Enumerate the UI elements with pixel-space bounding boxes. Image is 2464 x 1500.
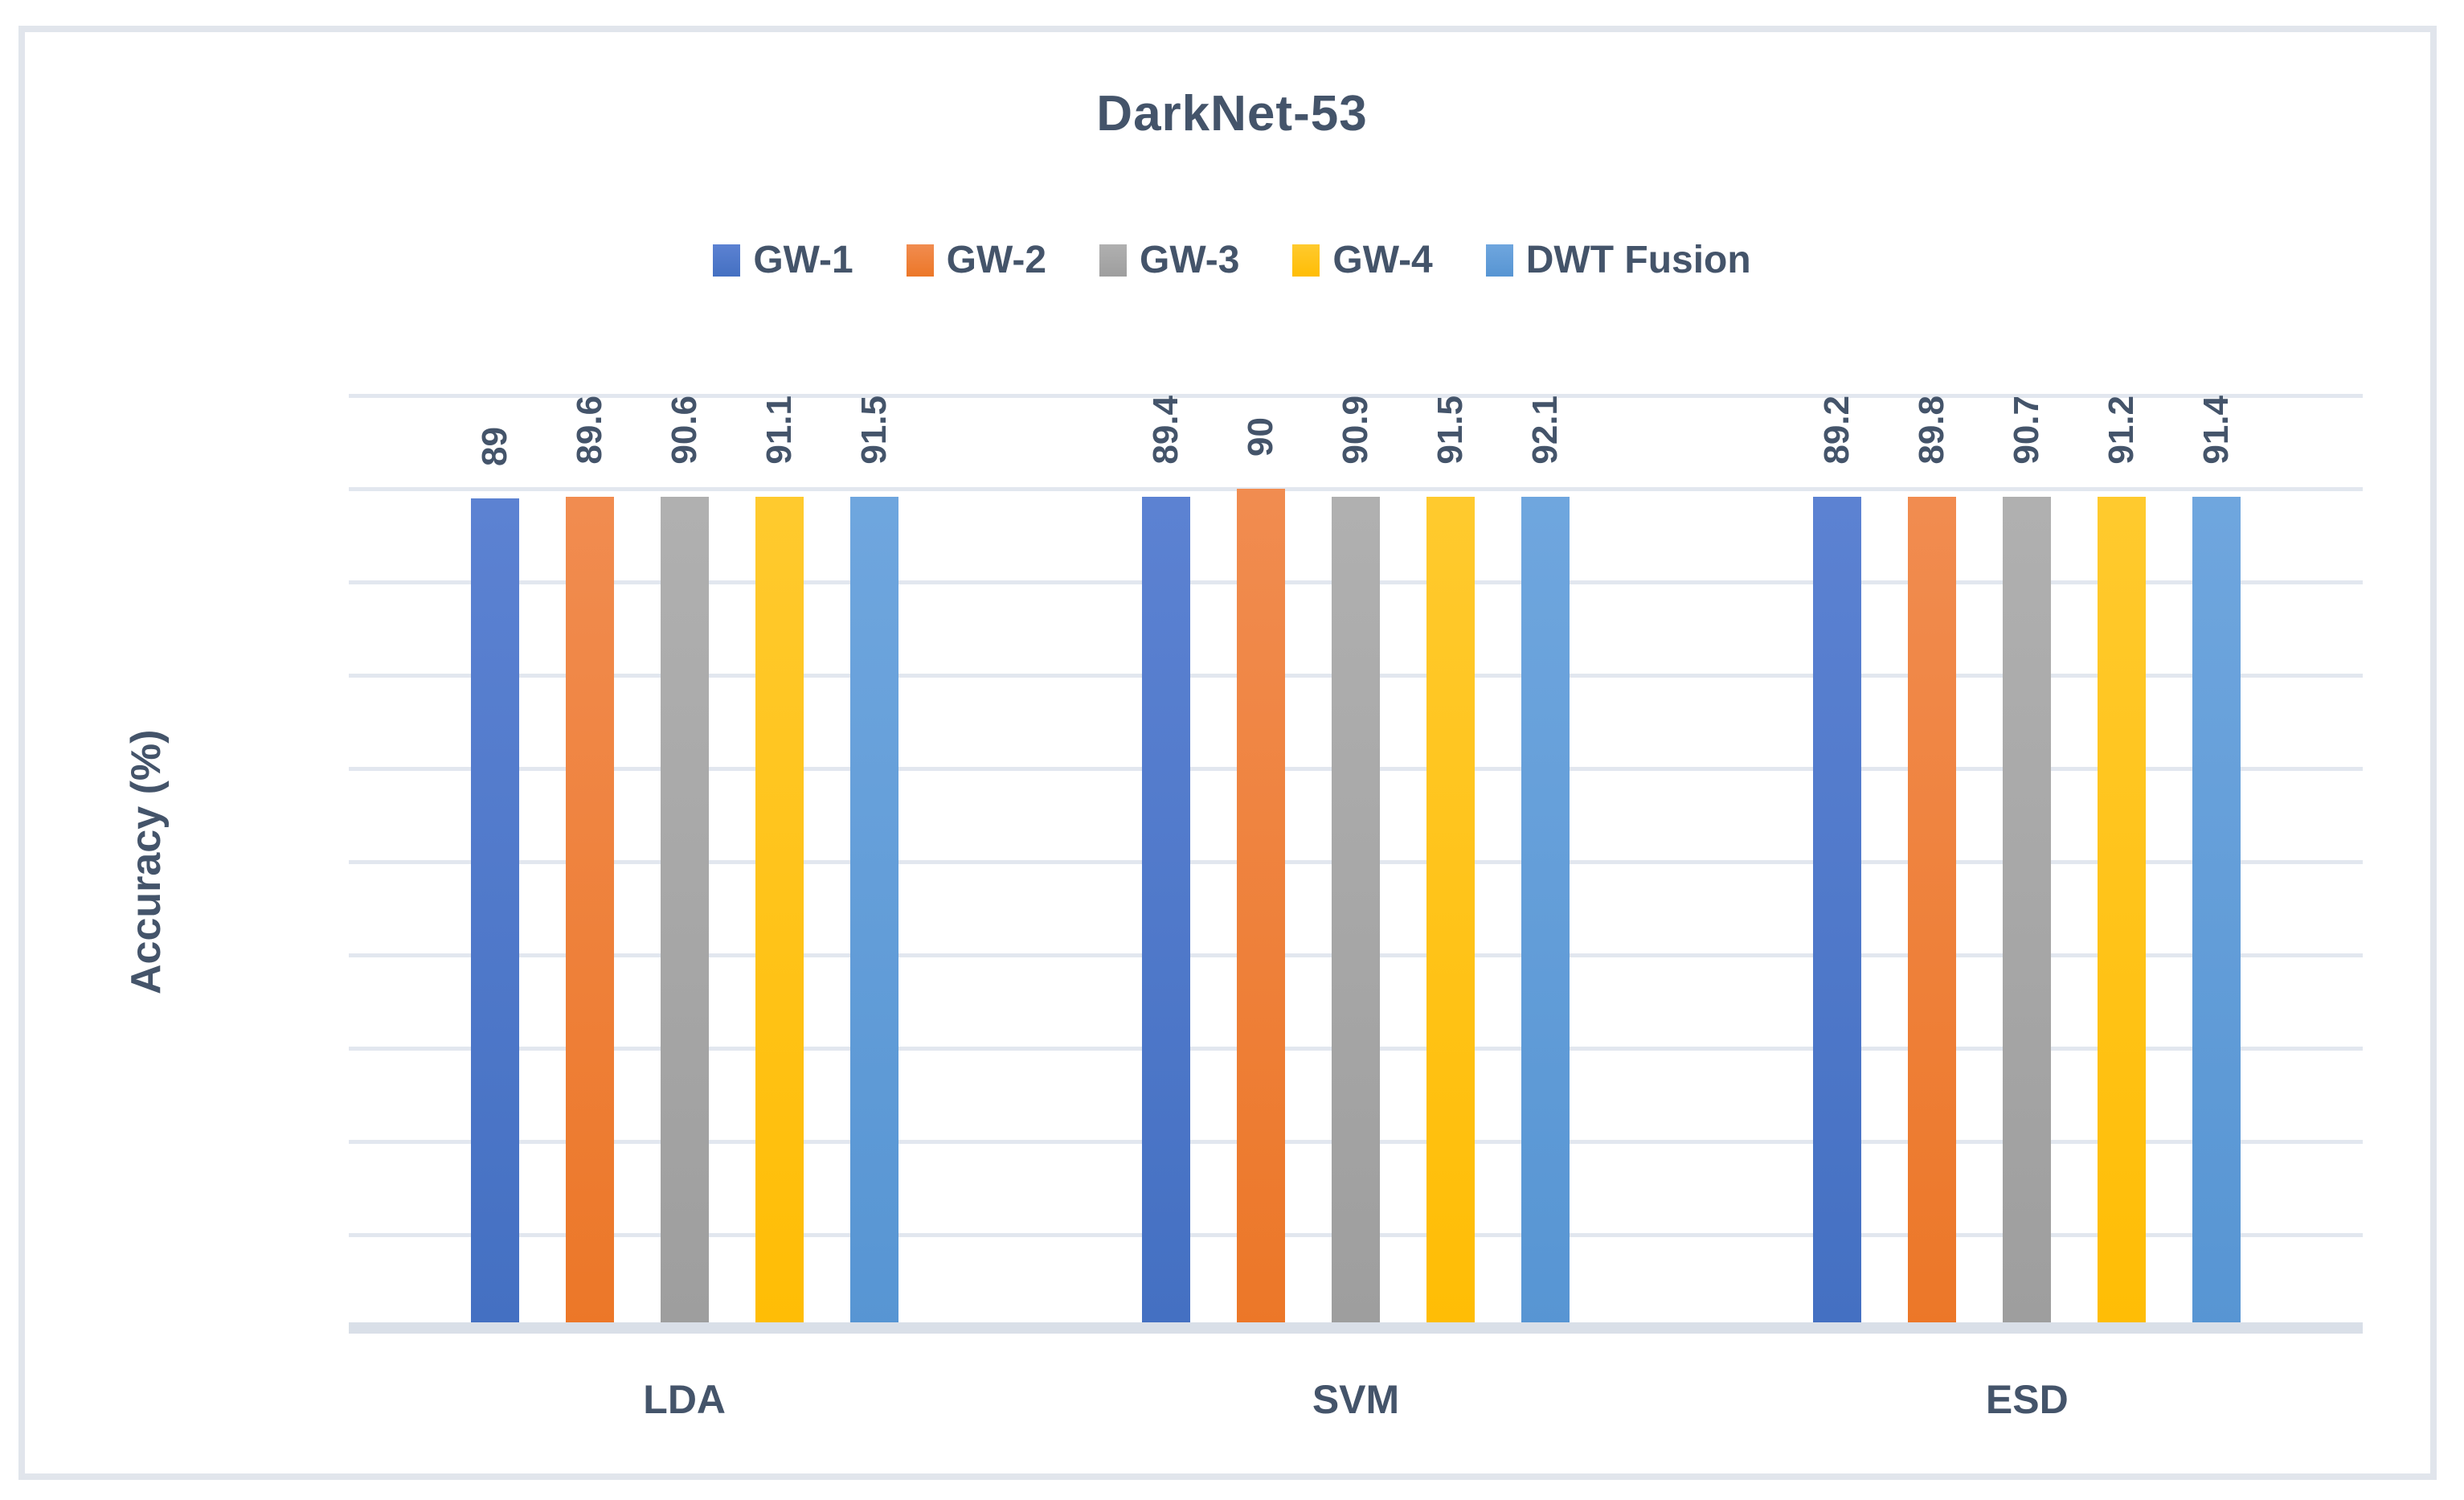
gridline <box>349 394 2363 398</box>
bar-value-label: 90.6 <box>664 395 704 465</box>
bar-cell: 91.1 <box>755 395 804 1328</box>
bar-gw-4 <box>755 496 804 1328</box>
bar-gw-4 <box>1426 496 1475 1328</box>
bar-group-svm: 89.4 90 90.9 91.5 92.1 <box>1020 395 1691 1328</box>
bar-dwt-fusion <box>1521 496 1570 1328</box>
bar-value-label: 89.4 <box>1145 395 1185 465</box>
bar-value-label: 89.6 <box>569 395 609 465</box>
bar-value-label: 92.1 <box>1525 395 1565 465</box>
bar-gw-4 <box>2098 496 2147 1328</box>
legend-label: GW-3 <box>1140 239 1240 281</box>
bar-cell: 92.1 <box>1521 395 1570 1328</box>
category-label-esd: ESD <box>1985 1377 2069 1422</box>
legend-swatch-icon <box>1485 244 1513 277</box>
bar-gw-1 <box>1813 496 1862 1328</box>
bar-value-label: 90.7 <box>2007 395 2047 465</box>
bar-gw-1 <box>470 498 519 1328</box>
bar-cell: 89.8 <box>1908 395 1957 1328</box>
bar-cell: 89.6 <box>565 395 614 1328</box>
bar-group-esd: 89.2 89.8 90.7 91.2 91.4 <box>1692 395 2363 1328</box>
bar-value-label: 90 <box>1240 417 1280 457</box>
bar-value-label: 90.9 <box>1335 395 1375 465</box>
bar-cell: 91.2 <box>2098 395 2147 1328</box>
bar-value-label: 91.1 <box>759 395 799 465</box>
bar-cell: 89.2 <box>1813 395 1862 1328</box>
legend-item: GW-1 <box>713 238 853 282</box>
bar-value-label: 89.8 <box>1912 395 1952 465</box>
bar-value-label: 91.4 <box>2196 395 2237 465</box>
bar-dwt-fusion <box>2192 496 2241 1328</box>
legend-label: DWT Fusion <box>1525 239 1751 281</box>
bar-value-label: 91.2 <box>2102 395 2142 465</box>
legend: GW-1 GW-2 GW-3 GW-4 DWT Fusion <box>0 238 2464 282</box>
bar-dwt-fusion <box>849 496 898 1328</box>
bar-cell: 91.4 <box>2192 395 2241 1328</box>
bar-value-label: 91.5 <box>1430 395 1470 465</box>
legend-swatch-icon <box>906 244 934 277</box>
legend-swatch-icon <box>1099 244 1128 277</box>
bar-cell: 89 <box>470 395 519 1328</box>
x-axis-category-labels: LDA SVM ESD <box>349 1376 2363 1423</box>
legend-item: GW-4 <box>1292 238 1433 282</box>
gridline <box>349 487 2363 491</box>
bar-value-label: 89 <box>474 426 514 466</box>
bar-gw-2 <box>565 496 614 1328</box>
bar-gw-3 <box>660 496 709 1328</box>
bar-value-label: 91.5 <box>853 395 894 465</box>
y-axis-title: Accuracy (%) <box>123 729 170 994</box>
bar-gw-3 <box>2003 496 2052 1328</box>
bar-cell: 90.9 <box>1331 395 1380 1328</box>
bar-gw-2 <box>1908 496 1957 1328</box>
legend-swatch-icon <box>713 244 741 277</box>
legend-item: DWT Fusion <box>1485 238 1751 282</box>
plot-area: 89 89.6 90.6 91.1 91.5 89.4 90 90.9 91.5 92.1 89.2… <box>349 394 2363 1334</box>
bar-cell: 91.5 <box>849 395 898 1328</box>
bar-group-lda: 89 89.6 90.6 91.1 91.5 <box>349 395 1020 1328</box>
bar-groups: 89 89.6 90.6 91.1 91.5 89.4 90 90.9 91.5 92.1 89.2… <box>349 395 2363 1328</box>
legend-item: GW-2 <box>906 238 1047 282</box>
legend-label: GW-4 <box>1332 239 1433 281</box>
bar-gw-2 <box>1236 489 1285 1328</box>
bar-cell: 89.4 <box>1141 395 1190 1328</box>
bar-cell: 90.7 <box>2003 395 2052 1328</box>
legend-label: GW-2 <box>946 239 1047 281</box>
legend-swatch-icon <box>1292 244 1320 277</box>
bar-cell: 91.5 <box>1426 395 1475 1328</box>
legend-label: GW-1 <box>753 239 853 281</box>
category-label-svm: SVM <box>1312 1377 1400 1422</box>
bar-cell: 90 <box>1236 395 1285 1328</box>
chart-title: DarkNet-53 <box>1096 86 1368 141</box>
category-label-lda: LDA <box>643 1377 727 1422</box>
legend-item: GW-3 <box>1099 238 1239 282</box>
bar-cell: 90.6 <box>660 395 709 1328</box>
x-axis-line <box>349 1322 2363 1334</box>
bar-gw-3 <box>1331 496 1380 1328</box>
bar-gw-1 <box>1141 496 1190 1328</box>
bar-value-label: 89.2 <box>1817 395 1857 465</box>
